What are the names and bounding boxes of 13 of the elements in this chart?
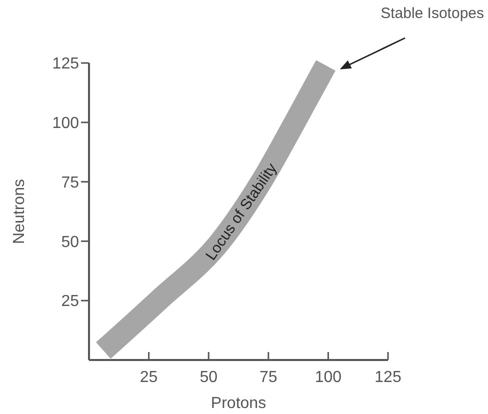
y-tick-label: 100 [52, 115, 80, 132]
y-tick-label: 75 [61, 174, 80, 192]
y-tick-label: 50 [61, 234, 80, 251]
y-tick-label: 25 [61, 293, 80, 310]
y-axis-title: Neutrons [11, 179, 28, 244]
x-tick-label: 100 [314, 369, 342, 386]
text: Stable Isotopes [380, 5, 484, 22]
x-axis-title: Protons [210, 395, 266, 412]
x-tick-label: 75 [260, 369, 278, 386]
y-tick-label: 125 [52, 56, 80, 73]
x-tick-label: 125 [374, 369, 402, 386]
x-tick-label: 50 [200, 369, 218, 386]
x-tick-label: 25 [140, 369, 158, 386]
